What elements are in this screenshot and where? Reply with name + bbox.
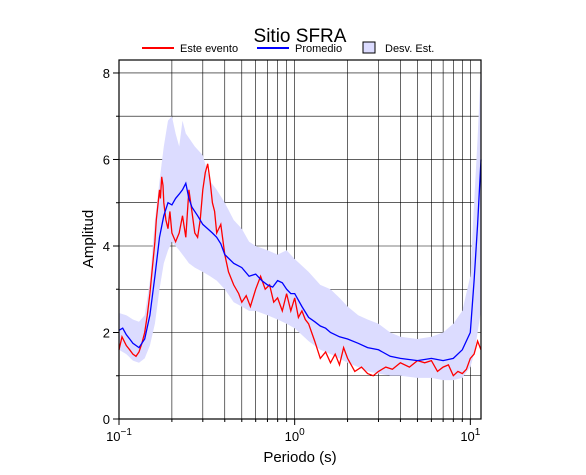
legend-swatch-desv-est <box>362 41 376 54</box>
y-axis-label: Amplitud <box>80 210 97 268</box>
x-axis-label: Periodo (s) <box>263 449 336 466</box>
plot-area: 0 2 4 6 8 10−1 100 101 <box>103 59 482 444</box>
y-tick-label: 2 <box>103 325 110 340</box>
series-line-promedio <box>118 159 482 362</box>
desv-est-band <box>119 64 481 381</box>
y-tick-label: 0 <box>103 412 110 427</box>
legend: Este evento Promedio Desv. Est. <box>142 41 434 55</box>
legend-label-desv-est: Desv. Est. <box>385 43 434 55</box>
series-line-este-evento <box>118 163 482 377</box>
legend-label-este-evento: Este evento <box>180 43 238 55</box>
x-tick-label: 10−1 <box>106 427 132 444</box>
y-tick-label: 8 <box>103 66 110 81</box>
axis-ticks: 0 2 4 6 8 10−1 100 101 <box>103 66 481 444</box>
x-tick-label: 101 <box>460 427 480 444</box>
y-tick-label: 4 <box>103 239 110 254</box>
legend-label-promedio: Promedio <box>295 43 342 55</box>
x-tick-label: 100 <box>285 427 305 444</box>
y-tick-label: 6 <box>103 152 110 167</box>
chart-title: Sitio SFRA <box>254 26 347 47</box>
plot-frame <box>118 59 482 420</box>
